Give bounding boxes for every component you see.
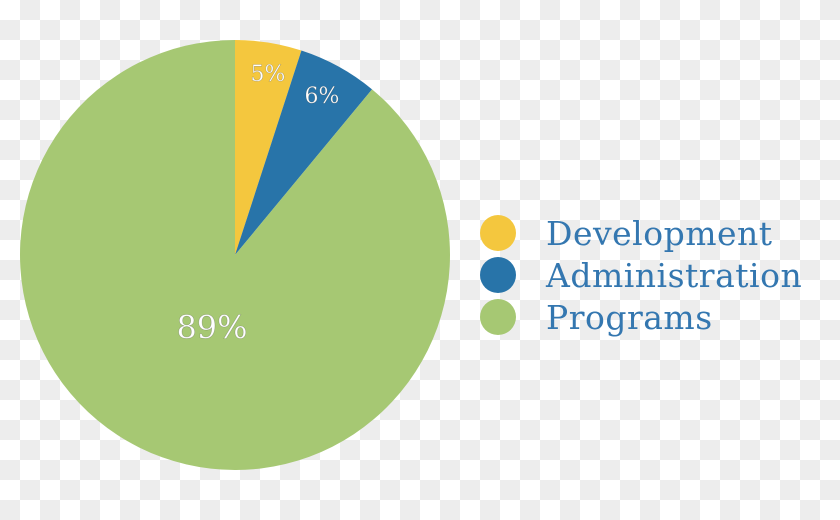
legend-swatch-programs	[480, 299, 516, 335]
pie-slice-programs	[19, 40, 451, 471]
data-label-administration: 6%	[305, 84, 340, 109]
legend-label: Programs	[546, 297, 713, 337]
legend-label: Administration	[546, 255, 803, 295]
legend-item-programs: Programs	[480, 296, 802, 338]
data-label-development: 5%	[251, 62, 286, 87]
legend-swatch-administration	[480, 257, 516, 293]
data-label-programs: 89%	[176, 309, 247, 347]
pie-slice-administration	[235, 50, 373, 255]
legend-swatch-development	[480, 215, 516, 251]
legend-item-administration: Administration	[480, 254, 802, 296]
legend-item-development: Development	[480, 212, 802, 254]
legend-label: Development	[546, 213, 773, 253]
pie-slice-development	[235, 40, 302, 255]
legend: Development Administration Programs	[480, 212, 802, 338]
